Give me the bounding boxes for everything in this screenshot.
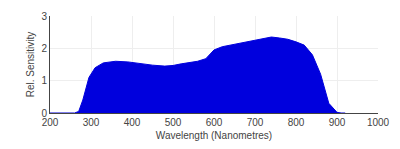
svg-text:Wavelength (Nanometres): Wavelength (Nanometres) bbox=[156, 130, 272, 141]
svg-text:3: 3 bbox=[41, 11, 47, 22]
svg-text:900: 900 bbox=[329, 117, 346, 128]
svg-text:0: 0 bbox=[41, 108, 47, 119]
svg-text:1: 1 bbox=[41, 75, 47, 86]
svg-text:600: 600 bbox=[206, 117, 223, 128]
svg-text:800: 800 bbox=[288, 117, 305, 128]
svg-text:200: 200 bbox=[42, 117, 59, 128]
svg-text:2: 2 bbox=[41, 43, 47, 54]
svg-text:Rel. Sensitivity: Rel. Sensitivity bbox=[25, 32, 36, 98]
svg-text:1000: 1000 bbox=[367, 117, 390, 128]
svg-text:700: 700 bbox=[247, 117, 264, 128]
svg-text:400: 400 bbox=[124, 117, 141, 128]
svg-text:300: 300 bbox=[83, 117, 100, 128]
svg-text:500: 500 bbox=[165, 117, 182, 128]
